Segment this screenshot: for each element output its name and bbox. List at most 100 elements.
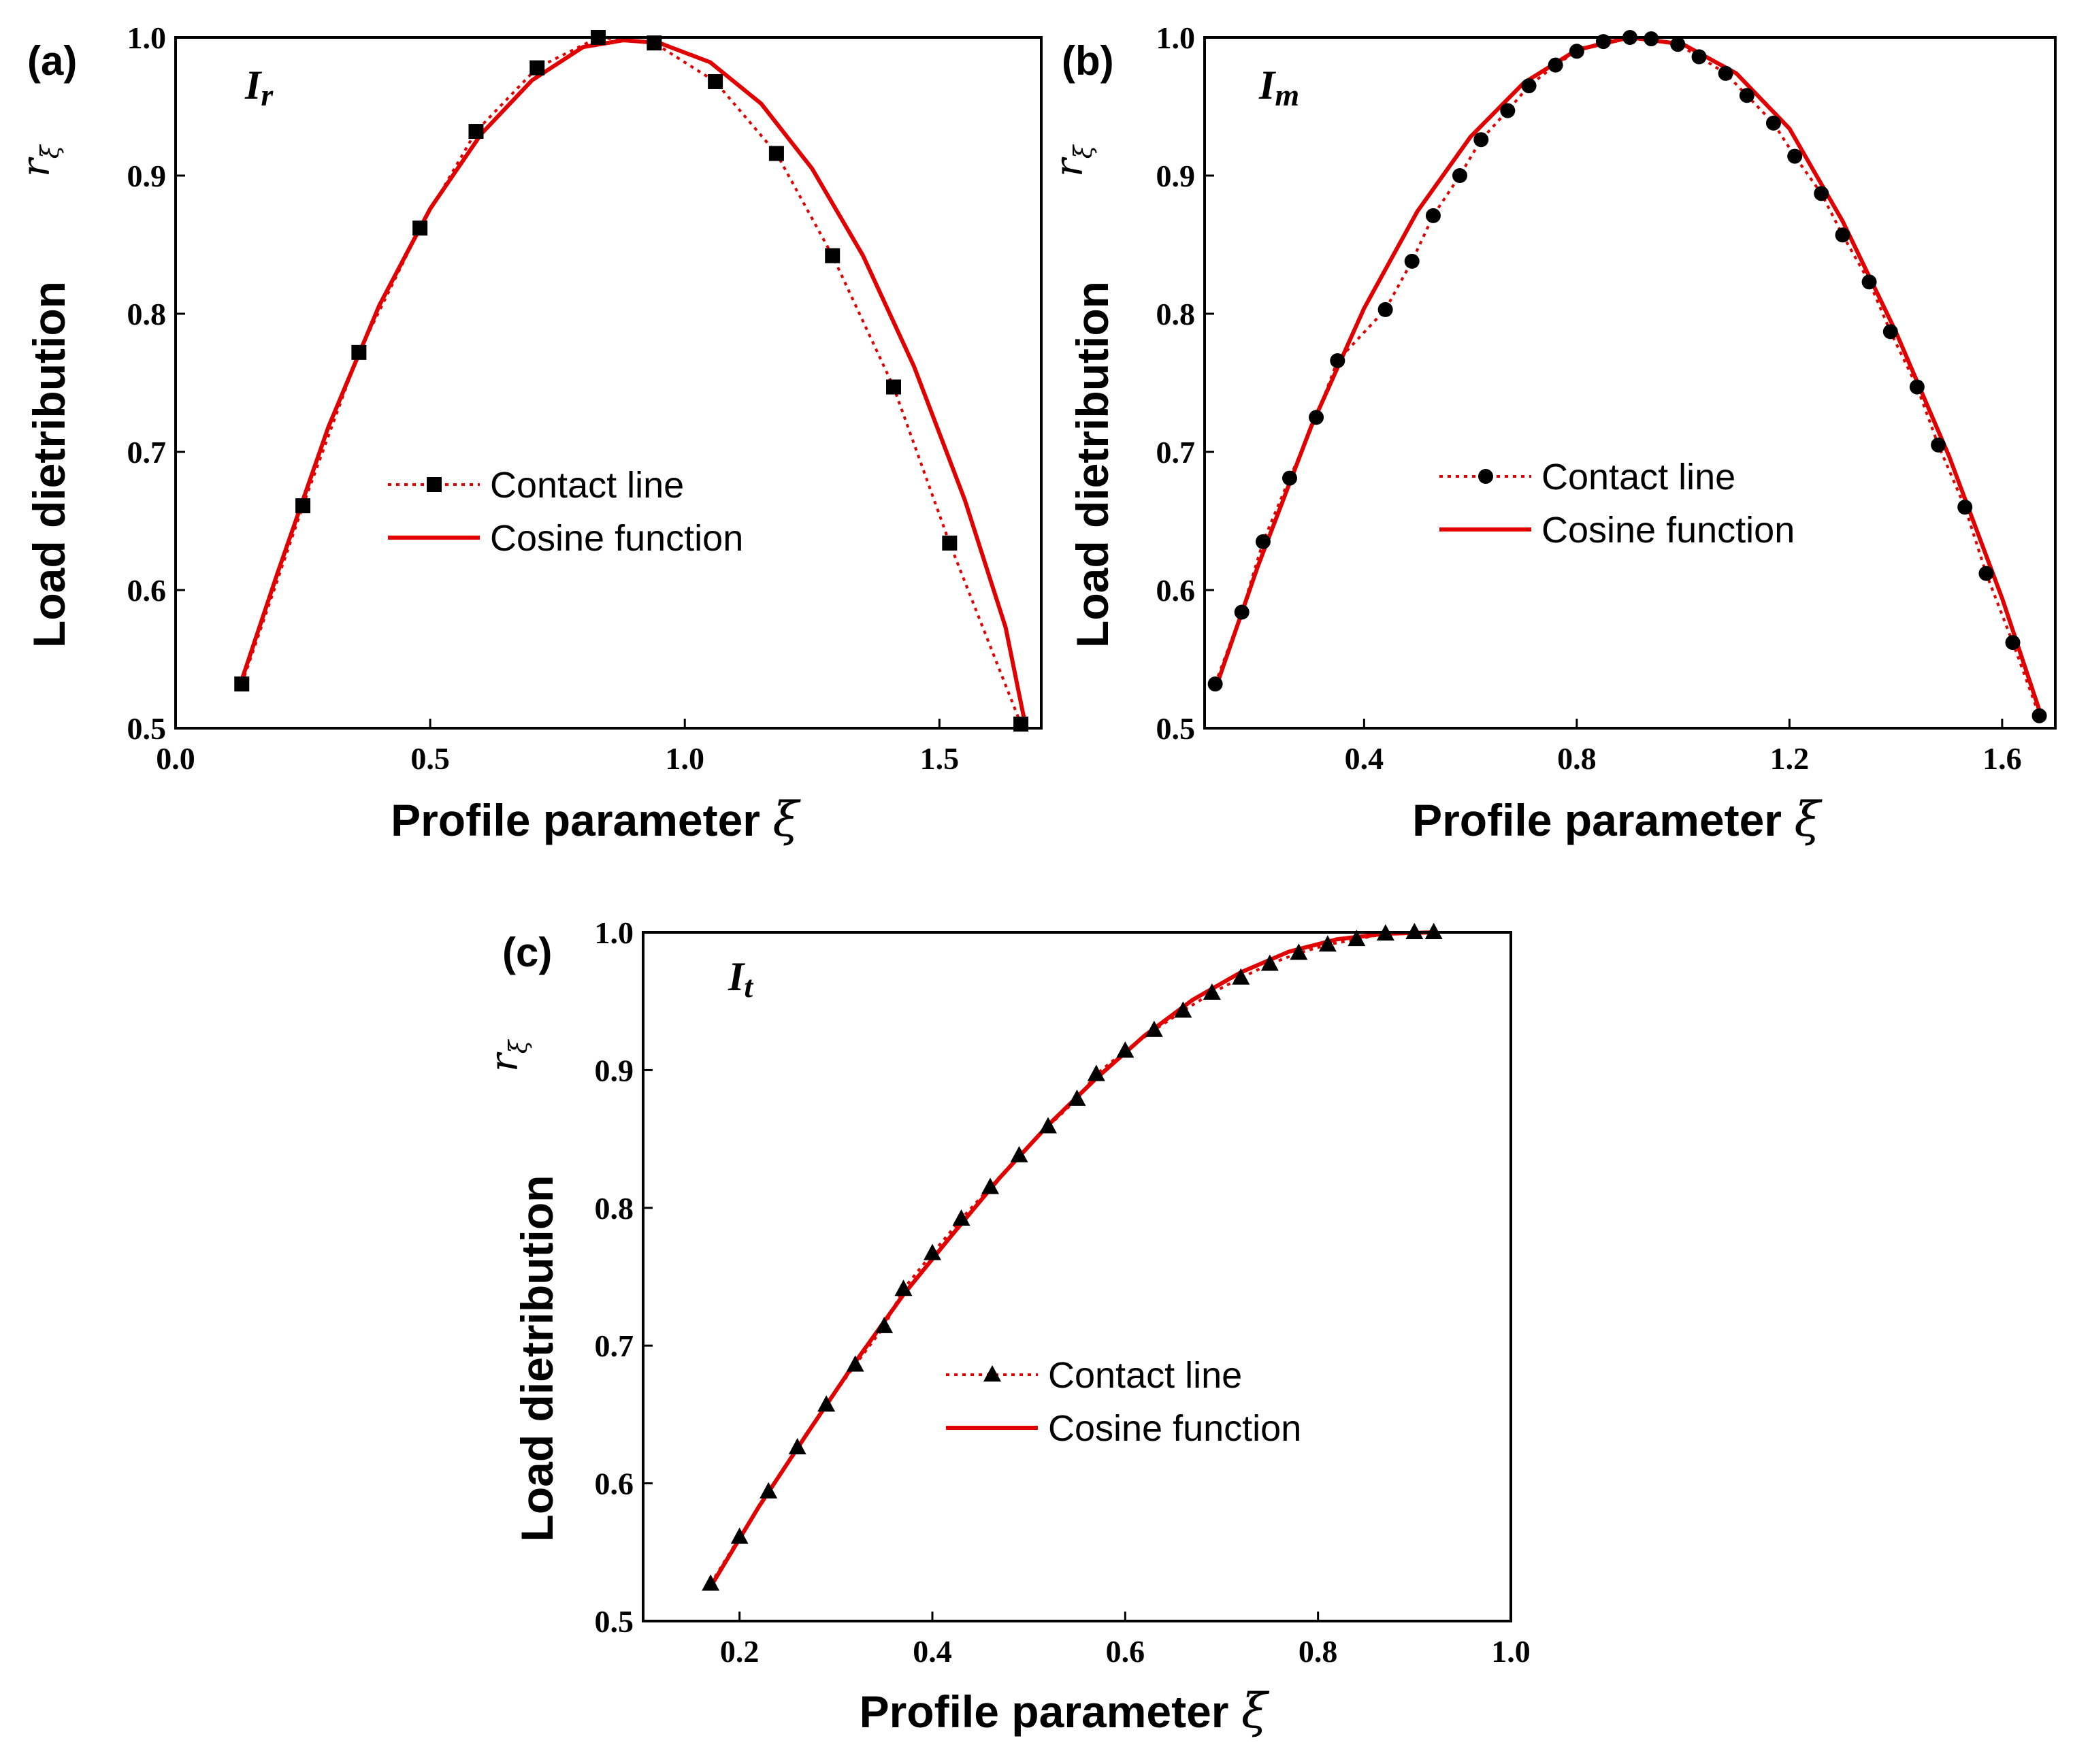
data-point	[1116, 1041, 1135, 1058]
data-point	[1309, 410, 1324, 425]
series-contact-line-line	[1213, 35, 2041, 717]
x-tick-label: 0.0	[156, 741, 195, 776]
legend-entry-contact-line: Contact line	[1048, 1355, 1242, 1396]
legend-marker	[983, 1365, 1001, 1382]
data-point	[1691, 49, 1707, 65]
data-point	[817, 1395, 836, 1412]
data-point	[1452, 168, 1467, 183]
data-point	[1232, 968, 1250, 985]
x-tick-label: 1.0	[665, 741, 704, 776]
data-point	[942, 535, 958, 551]
x-tick-label: 1.5	[920, 741, 960, 776]
y-axis-label: Load dietribution	[512, 1175, 562, 1542]
y-tick-label: 0.8	[1156, 297, 1196, 331]
y-tick-label: 0.7	[127, 435, 167, 470]
data-point	[647, 35, 662, 51]
y-tick-label: 0.9	[595, 1053, 634, 1088]
inset-label: Im	[1258, 63, 1299, 112]
data-point	[1260, 954, 1279, 971]
data-point	[1377, 301, 1393, 317]
legend-entry-cosine-function: Cosine function	[1541, 510, 1795, 551]
y-axis-label: Load dietribution	[24, 281, 74, 648]
legend-entry-cosine-function: Cosine function	[1048, 1408, 1301, 1449]
data-point	[1765, 115, 1781, 131]
data-point	[1548, 57, 1563, 73]
data-point	[1010, 1145, 1028, 1162]
data-point	[875, 1316, 894, 1333]
panel-label: (b)	[1062, 38, 1114, 84]
data-point	[1282, 470, 1297, 486]
legend-marker	[1478, 469, 1493, 484]
data-point	[1330, 353, 1345, 369]
data-point	[981, 1177, 999, 1194]
inset-label: It	[728, 954, 753, 1004]
data-point	[1861, 274, 1877, 290]
y-tick-label: 1.0	[1156, 20, 1196, 55]
data-point	[1068, 1089, 1086, 1106]
series-cosine-function-line	[1213, 35, 2042, 711]
data-point	[1318, 935, 1337, 952]
data-point	[1255, 534, 1271, 549]
data-point	[1348, 930, 1366, 947]
legend-entry-cosine-function: Cosine function	[490, 518, 743, 559]
legend-marker	[427, 477, 442, 492]
data-point	[1500, 103, 1516, 118]
data-point	[1425, 208, 1441, 223]
panel-c: 0.5 0.6 0.7 0.8 0.9 1.0 0.2 0.4 0.6 0.8 1.0 Profile…	[483, 915, 1531, 1739]
data-point	[2031, 708, 2047, 723]
y-tick-label: 1.0	[127, 20, 167, 55]
x-tick-label: 1.0	[1491, 1634, 1531, 1669]
y-tick-label: 1.0	[595, 915, 634, 950]
legend-entry-contact-line: Contact line	[1541, 457, 1735, 497]
plot-frame	[174, 36, 1043, 730]
data-point	[1145, 1020, 1163, 1037]
data-point	[1521, 78, 1537, 94]
data-point	[825, 248, 840, 263]
data-point	[1814, 186, 1829, 201]
data-point	[1787, 148, 1803, 164]
x-axis-label: Profile parameter ξ	[391, 791, 801, 847]
data-point	[886, 379, 902, 395]
x-tick-label: 0.4	[1345, 741, 1384, 776]
y-tick-label: 0.8	[595, 1191, 634, 1226]
x-tick-label: 0.5	[410, 741, 450, 776]
x-axis-label: Profile parameter ξ	[1412, 791, 1823, 847]
data-point	[1174, 1001, 1192, 1018]
data-point	[1670, 37, 1686, 52]
contact-line-markers	[234, 30, 1029, 732]
data-point	[295, 498, 311, 514]
series-cosine-function-line	[240, 38, 1028, 728]
y-tick-label: 0.5	[1156, 711, 1196, 746]
x-tick-label: 0.6	[1106, 1634, 1145, 1669]
y-tick-label: 0.5	[127, 711, 167, 746]
y-tick-label: 0.7	[1156, 435, 1196, 470]
y-tick-label: 0.9	[1156, 159, 1196, 193]
legend: Contact line Cosine function	[1439, 457, 1795, 551]
data-point	[768, 146, 784, 161]
data-point	[924, 1243, 941, 1260]
data-point	[1087, 1064, 1105, 1081]
data-point	[1569, 44, 1584, 59]
legend: Contact line Cosine function	[388, 465, 743, 559]
y-tick-label: 0.5	[595, 1604, 634, 1639]
data-point	[1835, 227, 1850, 243]
series-cosine-function-line	[708, 930, 1434, 1588]
panel-b: 0.5 0.6 0.7 0.8 0.9 1.0 0.4 0.8 1.2 1.6 Profile pa…	[1047, 20, 2057, 847]
data-point	[529, 60, 545, 76]
x-tick-label: 0.4	[913, 1634, 952, 1669]
data-point	[1957, 500, 1973, 515]
y-axis-symbol: rξ	[14, 144, 65, 177]
data-point	[468, 124, 484, 140]
data-point	[1739, 88, 1754, 103]
data-point	[760, 1482, 778, 1499]
legend: Contact line Cosine function	[946, 1355, 1301, 1449]
x-axis-label: Profile parameter ξ	[860, 1683, 1270, 1739]
x-tick-label: 0.8	[1299, 1634, 1338, 1669]
panel-label: (c)	[502, 930, 552, 975]
contact-line-markers	[1207, 30, 2047, 723]
series-contact-line-line	[240, 35, 1022, 725]
data-point	[1473, 132, 1489, 148]
y-tick-label: 0.8	[127, 297, 167, 331]
data-point	[1290, 943, 1308, 960]
